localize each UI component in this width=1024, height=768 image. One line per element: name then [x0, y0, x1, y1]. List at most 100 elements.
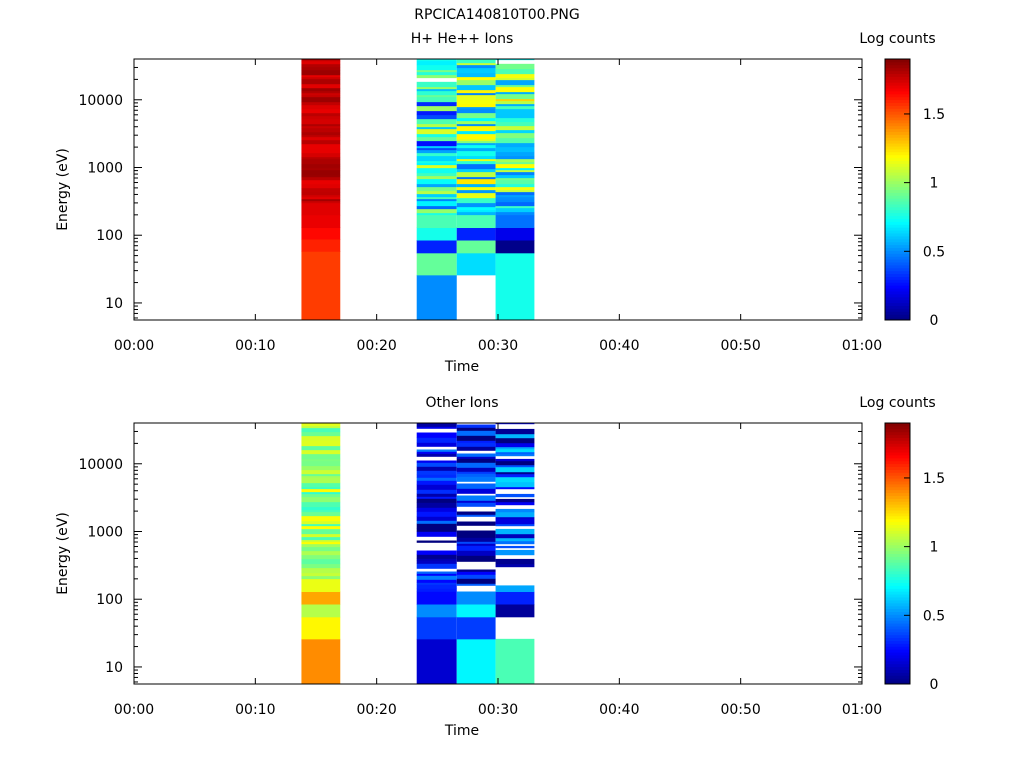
heatmap-cell — [416, 160, 457, 164]
colorbar-swatch — [885, 495, 910, 499]
heatmap-cell — [456, 532, 496, 538]
heatmap-cell — [456, 89, 496, 94]
heatmap-cell — [456, 103, 496, 108]
colorbar-swatch — [885, 631, 910, 636]
y-tick-label: 1000 — [87, 524, 123, 540]
heatmap-cell — [301, 69, 341, 74]
colorbar-swatch — [885, 454, 910, 459]
heatmap-cell — [301, 194, 341, 198]
heatmap-cell — [301, 520, 341, 525]
heatmap-cell — [456, 550, 496, 556]
heatmap-cell — [456, 511, 496, 515]
y-axis-label: Energy (eV) — [55, 148, 71, 231]
heatmap-cell — [456, 108, 496, 114]
x-tick-label: 01:00 — [842, 338, 882, 354]
heatmap-cell — [301, 83, 341, 89]
heatmap-cell — [495, 108, 535, 115]
heatmap-cell — [416, 114, 457, 120]
heatmap-cell — [495, 179, 535, 185]
colorbar-swatch — [885, 311, 910, 315]
heatmap-cell — [456, 125, 496, 132]
heatmap-cell — [456, 604, 496, 618]
colorbar-swatch — [885, 134, 910, 138]
heatmap-cell — [416, 136, 457, 142]
heatmap-cell — [456, 123, 496, 127]
heatmap-cell — [456, 471, 496, 474]
heatmap-cell — [495, 79, 535, 86]
heatmap-cell — [495, 448, 535, 453]
colorbar-swatch — [885, 660, 910, 665]
heatmap-cell — [301, 506, 341, 511]
heatmap-cell — [416, 86, 457, 90]
colorbar-swatch — [885, 198, 910, 202]
heatmap-cell — [456, 112, 496, 119]
colorbar-swatch — [885, 681, 910, 685]
colorbar-swatch — [885, 146, 910, 150]
heatmap-cell — [416, 477, 457, 481]
x-tick-label: 00:10 — [235, 702, 275, 718]
heatmap-cell — [495, 163, 535, 169]
heatmap-cell — [456, 130, 496, 135]
heatmap-cell — [456, 79, 496, 86]
heatmap-cell — [456, 138, 496, 142]
colorbar-swatch — [885, 273, 910, 277]
x-tick-label: 00:10 — [235, 338, 275, 354]
colorbar-swatch — [885, 678, 910, 682]
colorbar-swatch — [885, 125, 910, 130]
heatmap-cell — [456, 76, 496, 81]
heatmap-cell — [301, 96, 341, 103]
heatmap-cell — [495, 211, 535, 216]
colorbar-tick-label: 1 — [930, 176, 939, 192]
heatmap-cell — [495, 169, 535, 173]
heatmap-cell — [416, 162, 457, 166]
heatmap-cell — [301, 539, 341, 543]
heatmap-cell — [456, 442, 496, 447]
colorbar-swatch — [885, 293, 910, 298]
colorbar-tick-label: 0 — [930, 313, 939, 329]
heatmap-cell — [495, 191, 535, 196]
y-tick-label: 100 — [96, 228, 123, 244]
colorbar-tick-label: 0.5 — [923, 244, 945, 260]
x-tick-label: 00:20 — [356, 338, 396, 354]
x-tick-label: 00:30 — [478, 702, 518, 718]
colorbar-swatch — [885, 96, 910, 101]
heatmap-cell — [495, 86, 535, 93]
panel-title: Other Ions — [425, 395, 498, 411]
colorbar-swatch — [885, 478, 910, 482]
colorbar-frame — [884, 58, 911, 321]
colorbar-swatch — [885, 180, 910, 185]
colorbar-swatch — [885, 250, 910, 254]
heatmap-cell — [495, 460, 535, 466]
heatmap-cell — [416, 155, 457, 162]
heatmap-cell — [495, 183, 535, 188]
heatmap-cell — [495, 198, 535, 203]
heatmap-cell — [416, 59, 457, 62]
colorbar-swatch — [885, 611, 910, 615]
heatmap-cell — [495, 549, 535, 556]
heatmap-cell — [416, 588, 457, 592]
heatmap-cell — [416, 423, 457, 427]
heatmap-cell — [495, 240, 535, 254]
heatmap-cell — [456, 150, 496, 157]
heatmap-cell — [416, 140, 457, 147]
heatmap-cell — [416, 451, 457, 454]
colorbar-swatch — [885, 79, 910, 83]
heatmap-cell — [495, 481, 535, 488]
heatmap-cell — [416, 520, 457, 524]
colorbar-swatch — [885, 76, 910, 80]
colorbar-swatch — [885, 99, 910, 103]
colorbar-swatch — [885, 634, 910, 639]
heatmap-cell — [456, 106, 496, 110]
heatmap-cell — [301, 118, 341, 125]
heatmap-cell — [456, 488, 496, 494]
heatmap-cell — [495, 155, 535, 160]
heatmap-cell — [495, 493, 535, 498]
heatmap-cell — [456, 206, 496, 211]
heatmap-cell — [495, 98, 535, 102]
heatmap-cell — [456, 514, 496, 517]
heatmap-cell — [416, 164, 457, 169]
heatmap-cell — [456, 476, 496, 482]
heatmap-cell — [301, 152, 341, 158]
heatmap-cell — [301, 139, 341, 145]
colorbar-swatch — [885, 637, 910, 641]
